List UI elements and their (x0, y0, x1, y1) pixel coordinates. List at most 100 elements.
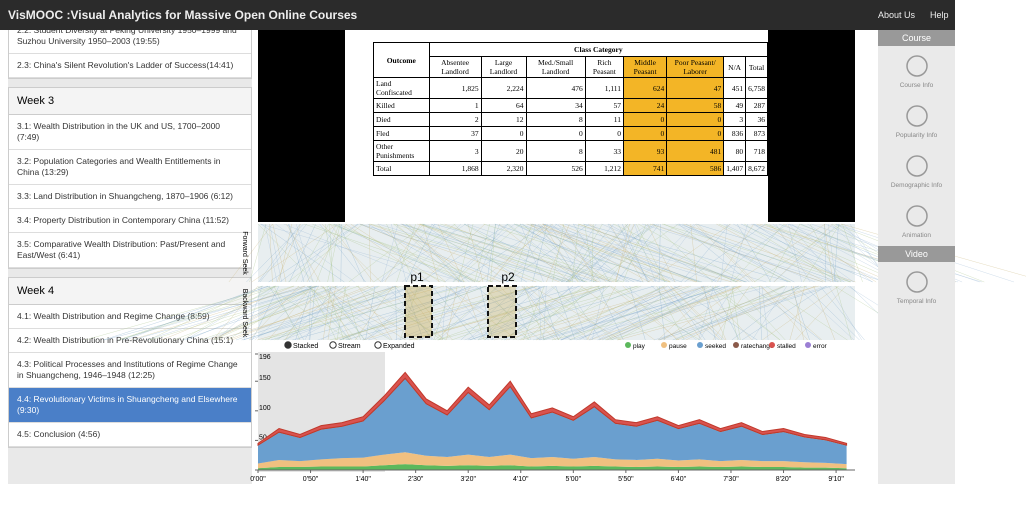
seek-line (286, 285, 350, 341)
seek-line (698, 285, 735, 341)
seek-line (463, 285, 485, 341)
seek-line (566, 285, 601, 341)
lecture-item[interactable]: 3.4: Property Distribution in Contempora… (9, 209, 251, 233)
seek-line (249, 285, 299, 341)
seek-line (538, 285, 559, 341)
lecture-item[interactable]: 4.1: Wealth Distribution and Regime Chan… (9, 305, 251, 329)
seek-line (312, 223, 446, 283)
seek-line (730, 223, 748, 283)
x-tick-label: 0'50" (303, 476, 319, 483)
nav-link[interactable]: Help (930, 10, 949, 20)
seek-line (712, 285, 750, 341)
seek-line (617, 285, 819, 341)
table-cell: 8,672 (745, 161, 768, 176)
area (258, 464, 847, 470)
seek-line (467, 285, 533, 341)
x-tick-label: 7'30" (723, 476, 739, 483)
seek-line (842, 223, 863, 283)
seek-line (527, 223, 660, 283)
legend-swatch (625, 342, 631, 348)
panel-item[interactable]: Course Info (878, 46, 955, 96)
seek-line (592, 223, 679, 283)
lecture-item[interactable]: 2.2: Student Diversity at Peking Univers… (9, 30, 251, 54)
x-tick-label: 5'00" (566, 476, 582, 483)
seek-line (408, 285, 600, 341)
slide: Outcome Class Category Absentee Landlord La… (345, 30, 769, 222)
seek-line (421, 223, 508, 283)
seek-line (295, 223, 329, 283)
lecture-item[interactable]: 4.2: Wealth Distribution in Pre-Revoluti… (9, 329, 251, 353)
seek-line (418, 285, 545, 341)
icon (905, 105, 928, 127)
seek-line (368, 285, 548, 341)
seek-line (559, 223, 698, 283)
seek-line (809, 223, 842, 283)
panel-item[interactable]: Temporal Info (878, 262, 955, 312)
seek-line (306, 285, 391, 341)
mode-radio[interactable] (284, 341, 292, 349)
seek-line (514, 223, 701, 283)
seek-line (819, 285, 865, 341)
marker-box[interactable] (404, 285, 433, 338)
week-group: Week 4 4.1: Wealth Distribution and Regim… (8, 277, 252, 448)
seek-line (506, 223, 557, 283)
seek-line (673, 285, 758, 341)
x-tick-label: 1'40" (355, 476, 371, 483)
seek-line (824, 223, 834, 283)
panel-item-label: Popularity Info (895, 132, 938, 139)
panel-item[interactable]: Animation (878, 196, 955, 246)
table-cell: 47 (666, 77, 725, 99)
seek-line (432, 285, 476, 341)
lecture-item[interactable]: 3.2: Population Categories and Wealth En… (9, 150, 251, 185)
week-title: Week 4 (9, 278, 251, 305)
lecture-item[interactable]: 4.4: Revolutionary Victims in Shuangchen… (9, 388, 251, 423)
seek-line (227, 285, 315, 341)
seek-line (316, 223, 340, 283)
table-cell: 873 (745, 126, 768, 141)
seek-line (296, 285, 396, 341)
week-title: Week 3 (9, 88, 251, 115)
seek-line (494, 223, 668, 283)
seek-line (292, 285, 487, 341)
lecture-item[interactable]: 2.3: China's Silent Revolution's Ladder … (9, 54, 251, 78)
panel-item[interactable]: Popularity Info (878, 96, 955, 146)
lecture-item[interactable]: 4.3: Political Processes and Institution… (9, 353, 251, 388)
sidebar: 2.2: Student Diversity at Peking Univers… (8, 30, 252, 484)
seek-line (379, 223, 434, 283)
seek-line (576, 285, 720, 341)
seek-line (273, 285, 301, 341)
panel-item[interactable]: Demographic Info (878, 146, 955, 196)
legend-swatch (769, 342, 775, 348)
seek-line (231, 285, 369, 341)
mode-radio[interactable] (374, 341, 382, 349)
seek-line (513, 223, 635, 283)
seek-line (131, 285, 305, 341)
seek-line (460, 285, 520, 341)
seek-line (769, 223, 831, 283)
seek-line (394, 285, 538, 341)
seek-line (405, 285, 424, 341)
mode-label: Stacked (293, 343, 318, 350)
seek-line (715, 285, 781, 341)
lecture-item[interactable]: 3.5: Comparative Wealth Distribution: Pa… (9, 233, 251, 268)
seek-line (483, 223, 671, 283)
mode-radio[interactable] (329, 341, 337, 349)
marker-box[interactable] (487, 285, 517, 338)
lecture-item[interactable]: 3.1: Wealth Distribution in the UK and U… (9, 115, 251, 150)
seek-line (543, 223, 748, 283)
seek-line (205, 285, 342, 341)
seek-line (444, 223, 600, 283)
seek-line (453, 223, 517, 283)
nav-link[interactable]: About Us (878, 10, 916, 20)
seek-line (415, 285, 489, 341)
seek-line (475, 285, 541, 341)
seek-line (359, 223, 566, 283)
lecture-item[interactable]: 3.3: Land Distribution in Shuangcheng, 1… (9, 185, 251, 209)
seek-line (519, 223, 682, 283)
seek-line (508, 223, 584, 283)
seek-line (546, 223, 570, 283)
lecture-item[interactable]: 4.5: Conclusion (4:56) (9, 423, 251, 447)
seek-line (488, 223, 548, 283)
seek-line (369, 223, 537, 283)
seek-line (420, 223, 573, 283)
